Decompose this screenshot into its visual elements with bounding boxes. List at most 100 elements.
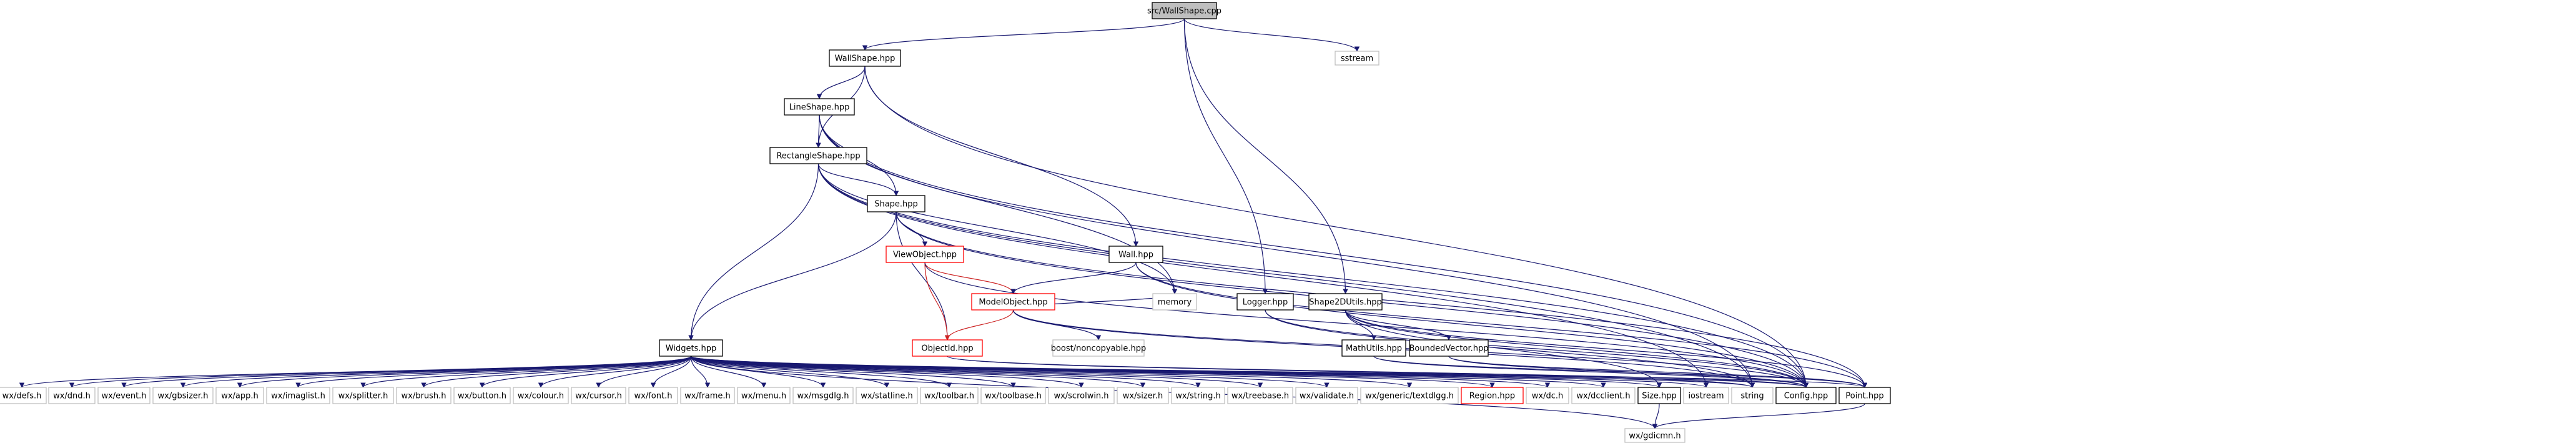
- edge-widgets-hpp-to-wx-cursor: [596, 356, 692, 388]
- node-size-hpp[interactable]: Size.hpp: [1637, 387, 1681, 404]
- edge-logger-hpp-to-config-hpp: [1265, 309, 1809, 388]
- node-rectangleshape-hpp[interactable]: RectangleShape.hpp: [769, 147, 867, 164]
- node-label: sstream: [1341, 54, 1373, 64]
- node-box: [1171, 387, 1225, 404]
- node-label: wx/generic/textdlgg.h: [1365, 392, 1454, 401]
- edge-widgets-hpp-to-wx-scrolwin: [690, 356, 1084, 388]
- node-box: [1152, 293, 1197, 311]
- node-label: wx/validate.h: [1300, 392, 1354, 401]
- node-shape2dutils-hpp[interactable]: Shape2DUtils.hpp: [1308, 293, 1383, 311]
- edge-shape-hpp-to-widgets-hpp: [688, 211, 897, 341]
- node-box: [571, 387, 626, 404]
- node-wx-string: wx/string.h: [1171, 387, 1225, 404]
- edge-viewobject-hpp-to-objectid-hpp: [924, 262, 950, 341]
- edge-rectangleshape-hpp-to-memory: [817, 163, 1178, 294]
- edge-lineshape-hpp-to-string: [819, 114, 1755, 388]
- node-wx-dnd: wx/dnd.h: [48, 387, 96, 404]
- node-box: [784, 98, 855, 116]
- node-shape-hpp[interactable]: Shape.hpp: [867, 195, 925, 212]
- node-label: wx/dc.h: [1532, 392, 1563, 401]
- edge-widgets-hpp-to-point-hpp: [690, 356, 1867, 388]
- edge-root-to-shape2dutils-hpp: [1183, 18, 1348, 294]
- node-box: [1571, 387, 1636, 404]
- node-label: wx/toolbar.h: [924, 392, 974, 401]
- node-label: wx/dnd.h: [53, 392, 91, 401]
- node-box: [1295, 387, 1358, 404]
- node-wx-cursor: wx/cursor.h: [571, 387, 626, 404]
- edge-lineshape-hpp-to-config-hpp: [819, 114, 1809, 388]
- node-region-hpp[interactable]: Region.hpp: [1461, 387, 1524, 404]
- node-box: [920, 387, 979, 404]
- node-wx-validate: wx/validate.h: [1295, 387, 1358, 404]
- node-mathutils-hpp[interactable]: MathUtils.hpp: [1341, 339, 1406, 357]
- node-wx-menu: wx/menu.h: [737, 387, 791, 404]
- edge-widgets-hpp-to-wx-app: [237, 356, 692, 388]
- edge-wall-hpp-to-config-hpp: [1135, 262, 1809, 388]
- edge-wall-hpp-to-point-hpp: [1135, 262, 1868, 388]
- node-box: [1775, 387, 1837, 404]
- node-point-hpp[interactable]: Point.hpp: [1838, 387, 1891, 404]
- node-box: [332, 387, 394, 404]
- edge-shape2dutils-hpp-to-mathutils-hpp: [1345, 309, 1377, 341]
- node-box: [97, 387, 151, 404]
- edge-widgets-hpp-to-wx-colour: [538, 356, 692, 388]
- node-box: [1308, 293, 1383, 311]
- node-label: wx/msgdlg.h: [797, 392, 849, 401]
- edge-widgets-hpp-to-wx-frame: [690, 356, 711, 388]
- node-label: MathUtils.hpp: [1346, 344, 1402, 354]
- node-wallshape-hpp[interactable]: WallShape.hpp: [829, 49, 901, 67]
- node-label: wx/colour.h: [518, 392, 564, 401]
- node-box: [1409, 339, 1489, 357]
- node-objectid-hpp[interactable]: ObjectId.hpp: [912, 339, 983, 357]
- node-widgets-hpp[interactable]: Widgets.hpp: [659, 339, 723, 357]
- node-box: [152, 387, 214, 404]
- node-label: Logger.hpp: [1243, 298, 1288, 307]
- edge-widgets-hpp-to-wx-dnd: [69, 356, 692, 388]
- node-box: [980, 387, 1046, 404]
- node-box: [867, 195, 925, 212]
- edge-wallshape-hpp-to-lineshape-hpp: [816, 66, 866, 99]
- node-label: wx/frame.h: [684, 392, 731, 401]
- edge-viewobject-hpp-to-modelobject-hpp: [924, 262, 1016, 294]
- node-box: [266, 387, 330, 404]
- node-box: [48, 387, 96, 404]
- node-wx-scrolwin: wx/scrolwin.h: [1048, 387, 1115, 404]
- node-label: BoundedVector.hpp: [1409, 344, 1489, 354]
- node-label: ObjectId.hpp: [921, 344, 973, 354]
- node-sstream: sstream: [1335, 51, 1379, 66]
- node-box: [215, 387, 264, 404]
- node-label: memory: [1158, 298, 1192, 307]
- node-box: [1227, 387, 1293, 404]
- node-box: [1461, 387, 1524, 404]
- node-boundedvector-hpp[interactable]: BoundedVector.hpp: [1409, 339, 1489, 357]
- node-wall-hpp[interactable]: Wall.hpp: [1108, 246, 1163, 263]
- node-box: [1108, 246, 1163, 263]
- dependency-nodes: src/WallShape.cpp WallShape.hpp sstream Lin…: [0, 2, 1891, 443]
- node-box: [792, 387, 854, 404]
- node-boost-noncopyable: boost/noncopyable.hpp: [1051, 339, 1146, 357]
- node-box: [1048, 387, 1115, 404]
- node-config-hpp[interactable]: Config.hpp: [1775, 387, 1837, 404]
- node-box: [513, 387, 569, 404]
- node-box: [1360, 387, 1459, 404]
- node-box: [659, 339, 723, 357]
- edge-widgets-hpp-to-wx-toolbase: [690, 356, 1016, 388]
- node-lineshape-hpp[interactable]: LineShape.hpp: [784, 98, 855, 116]
- node-box: [1152, 2, 1217, 19]
- node-box: [912, 339, 983, 357]
- node-box: [856, 387, 918, 404]
- node-wx-generic-textdlgg: wx/generic/textdlgg.h: [1360, 387, 1459, 404]
- node-label: wx/gdicmn.h: [1629, 432, 1680, 441]
- node-modelobject-hpp[interactable]: ModelObject.hpp: [971, 293, 1055, 311]
- node-box: [1117, 387, 1169, 404]
- edge-rectangleshape-hpp-to-shape-hpp: [817, 163, 899, 196]
- edge-boundedvector-hpp-to-point-hpp: [1448, 356, 1867, 388]
- node-logger-hpp[interactable]: Logger.hpp: [1236, 293, 1294, 311]
- node-box: [680, 387, 735, 404]
- node-box: [0, 387, 47, 404]
- node-root[interactable]: src/WallShape.cpp: [1147, 2, 1221, 19]
- node-label: Size.hpp: [1642, 392, 1677, 401]
- node-wx-frame: wx/frame.h: [680, 387, 735, 404]
- node-viewobject-hpp[interactable]: ViewObject.hpp: [886, 246, 964, 263]
- node-label: wx/gbsizer.h: [158, 392, 209, 401]
